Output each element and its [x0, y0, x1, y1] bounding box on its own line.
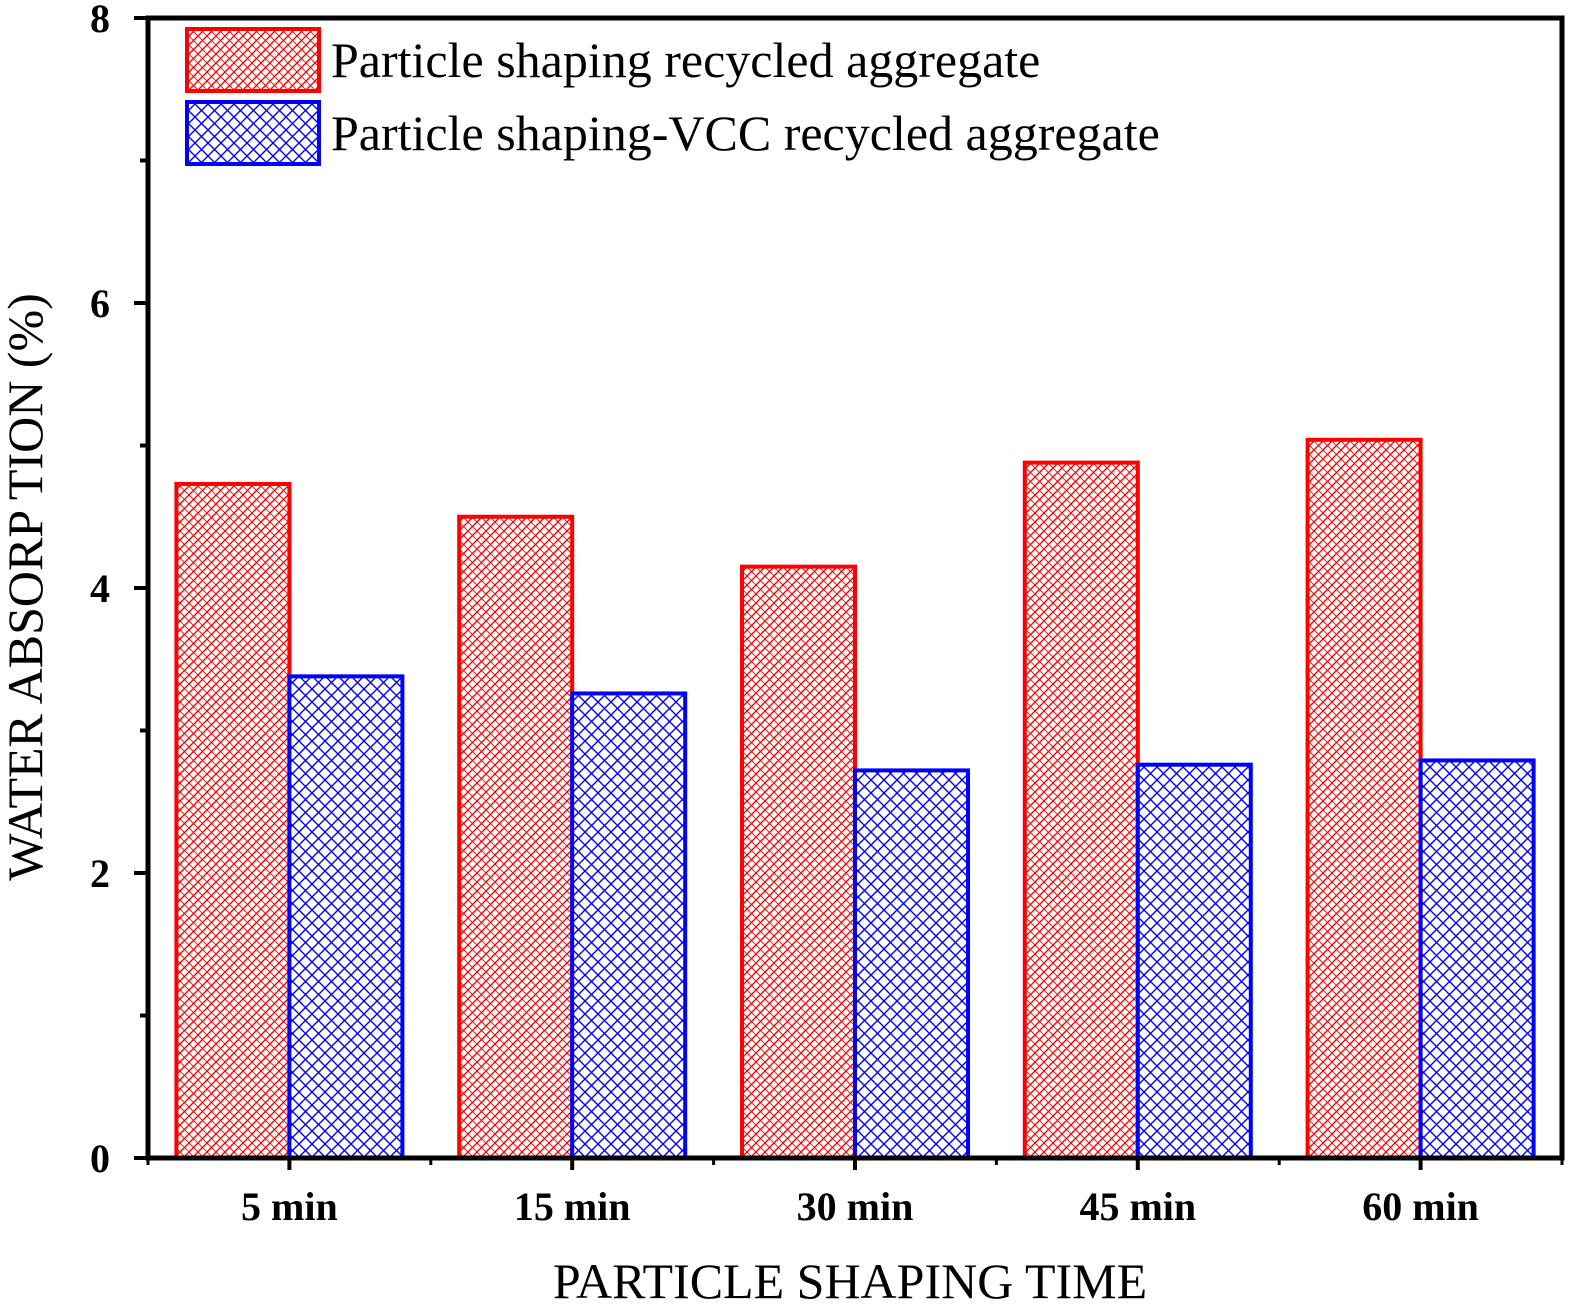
- axis-tick-labels: 5 min 15 min 30 min 45 min 60 min 0 2 4 6 8: [90, 0, 1479, 1229]
- legend-label-series-2: Particle shaping-VCC recycled aggregate: [331, 105, 1160, 161]
- bar-series-1-5-min: [174, 481, 292, 1161]
- y-tick-label: 4: [90, 566, 110, 611]
- x-tick-label: 5 min: [241, 1184, 338, 1229]
- x-tick-label: 45 min: [1079, 1184, 1196, 1229]
- x-axis-title: PARTICLE SHAPING TIME: [553, 1253, 1147, 1306]
- x-tick-label: 30 min: [797, 1184, 914, 1229]
- x-tick-label: 60 min: [1362, 1184, 1479, 1229]
- bar-series-2-5-min: [287, 674, 405, 1160]
- y-tick-label: 8: [90, 0, 110, 41]
- bar-series-1-45-min: [1022, 460, 1140, 1161]
- bar-series-1-30-min: [740, 564, 857, 1160]
- y-tick-label: 0: [90, 1136, 110, 1181]
- legend-label-series-1: Particle shaping recycled aggregate: [331, 32, 1040, 88]
- bar-series-2-30-min: [853, 768, 970, 1161]
- bar-series-1-15-min: [457, 514, 575, 1160]
- bar-series-2-60-min: [1418, 758, 1536, 1160]
- legend-swatch-series-2: [185, 100, 321, 166]
- bar-series-2-15-min: [570, 691, 688, 1160]
- y-axis-title: WATER ABSORP TION (%): [0, 293, 53, 881]
- x-tick-label: 15 min: [514, 1184, 631, 1229]
- legend: Particle shaping recycled aggregate Parti…: [185, 27, 1160, 166]
- legend-swatch-series-1: [185, 27, 321, 93]
- axis-ticks: [134, 16, 1564, 1170]
- y-tick-label: 6: [90, 281, 110, 326]
- bars-group: [174, 437, 1536, 1161]
- y-tick-label: 2: [90, 851, 110, 896]
- bar-series-2-45-min: [1135, 762, 1253, 1160]
- bar-series-1-60-min: [1305, 437, 1423, 1160]
